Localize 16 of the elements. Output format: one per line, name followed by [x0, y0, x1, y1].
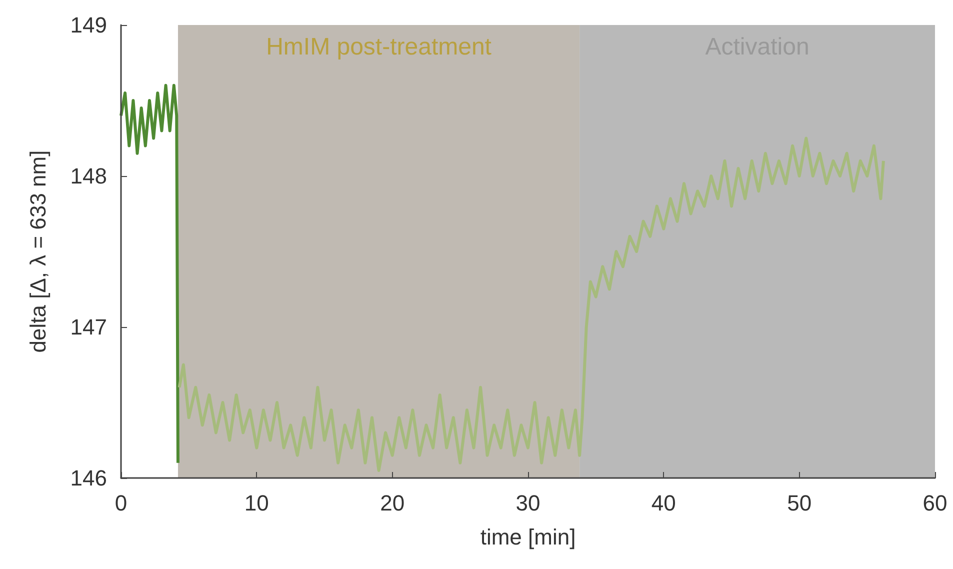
line-series — [120, 84, 180, 464]
y-tick-label: 146 — [70, 466, 107, 490]
band-label: HmIM post-treatment — [266, 34, 492, 60]
x-tick-label: 30 — [516, 490, 540, 516]
x-tick-label: 20 — [380, 490, 405, 516]
y-axis-title: delta [Δ, λ = 633 nm] — [26, 150, 50, 353]
y-tick-label: 147 — [70, 314, 107, 340]
x-tick-label: 0 — [114, 490, 128, 516]
x-tick-label: 10 — [244, 490, 269, 516]
y-tick-label: 149 — [70, 12, 107, 38]
x-axis-title: time [min] — [480, 524, 576, 550]
line-series — [178, 136, 885, 472]
x-tick-label: 60 — [922, 490, 948, 516]
y-tick-label: 148 — [70, 164, 107, 188]
x-tick-label: 40 — [651, 490, 676, 516]
x-tick-label: 50 — [787, 490, 812, 516]
